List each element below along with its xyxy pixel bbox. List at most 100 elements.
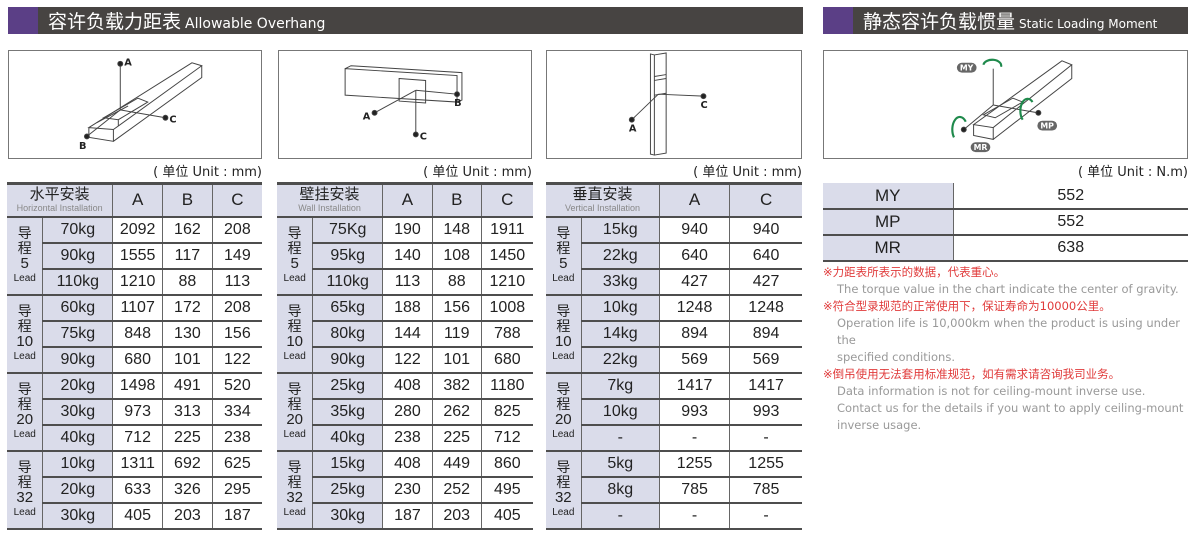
- lead-zh: 导程: [287, 380, 302, 412]
- value-cell: 238: [212, 424, 262, 452]
- value-cell: 1248: [659, 294, 731, 322]
- moment-row-mr: MR 638: [823, 235, 1188, 262]
- value-cell: 113: [382, 268, 433, 296]
- value-cell: 680: [112, 346, 164, 374]
- value-cell: 449: [432, 450, 482, 478]
- lead-value: 32: [16, 488, 34, 506]
- value-cell: 993: [659, 398, 731, 426]
- table-row: 导程 20 Lead 7kg 1417 1417: [546, 372, 802, 452]
- moment-row-mp: MP 552: [823, 209, 1188, 236]
- diagram-static-moment: MY MP MR: [823, 50, 1188, 159]
- column-header-a: A: [112, 182, 164, 218]
- value-cell: 208: [212, 294, 262, 322]
- installation-type-zh: 水平安装: [29, 186, 90, 204]
- svg-text:C: C: [420, 131, 427, 142]
- value-cell: 408: [382, 372, 433, 400]
- value-cell: 295: [212, 476, 262, 504]
- value-cell: 108: [432, 242, 482, 270]
- note-en: Data information is not for ceiling-moun…: [837, 384, 1146, 398]
- value-cell: -: [659, 502, 731, 530]
- value-cell: 262: [432, 398, 482, 426]
- table-row: 30kg 187 203 405: [277, 502, 533, 530]
- table-row: 导程 32 Lead 10kg 1311 692 625: [7, 450, 262, 530]
- load-cell: 90kg: [312, 346, 384, 374]
- installation-type-en: Horizontal Installation: [16, 203, 103, 214]
- lead-zh: 导程: [17, 302, 32, 334]
- note-en: The torque value in the chart indicate t…: [837, 282, 1179, 296]
- load-cell: 15kg: [581, 216, 660, 244]
- value-cell: 203: [432, 502, 482, 530]
- value-cell: 712: [112, 424, 164, 452]
- value-cell: 427: [659, 268, 731, 296]
- value-cell: 190: [382, 216, 433, 244]
- lead-group-label: 导程 32 Lead: [7, 450, 44, 530]
- column-header-b: B: [162, 182, 213, 218]
- load-cell: 70kg: [42, 216, 114, 244]
- table-row: 8kg 785 785: [546, 476, 802, 504]
- value-cell: 1008: [481, 294, 533, 322]
- lead-en: Lead: [13, 506, 36, 518]
- value-cell: 382: [432, 372, 482, 400]
- lead-value: 10: [16, 332, 34, 350]
- column-header-c: C: [729, 182, 802, 218]
- table-row: 110kg 1210 88 113: [7, 268, 262, 296]
- value-cell: 712: [481, 424, 533, 452]
- lead-zh: 导程: [17, 458, 32, 490]
- lead-en: Lead: [283, 272, 306, 284]
- lead-zh: 导程: [556, 302, 571, 334]
- table-row: 导程 10 Lead 65kg 188 156 1008: [277, 294, 533, 374]
- lead-group-label: 导程 5 Lead: [277, 216, 314, 296]
- value-cell: 101: [432, 346, 482, 374]
- value-cell: 940: [659, 216, 731, 244]
- lead-group-label: 导程 10 Lead: [7, 294, 44, 374]
- table-row: 75kg 848 130 156: [7, 320, 262, 348]
- lead-en: Lead: [552, 428, 575, 440]
- value-cell: 230: [382, 476, 433, 504]
- load-cell: 35kg: [312, 398, 384, 426]
- label-b: B: [79, 141, 86, 152]
- value-cell: 130: [162, 320, 213, 348]
- lead-zh: 导程: [17, 380, 32, 412]
- moment-value: 552: [953, 209, 1188, 236]
- column-header-c: C: [481, 182, 533, 218]
- lead-en: Lead: [13, 272, 36, 284]
- value-cell: 1180: [481, 372, 533, 400]
- column-header-a: A: [659, 182, 731, 218]
- value-cell: 172: [162, 294, 213, 322]
- value-cell: 313: [162, 398, 213, 426]
- load-cell: 10kg: [581, 398, 660, 426]
- value-cell: 491: [162, 372, 213, 400]
- header-row: 垂直安装 Vertical Installation A C: [546, 182, 802, 218]
- notes: ※力距表所表示的数据，代表重心。 The torque value in the …: [823, 264, 1200, 434]
- value-cell: 187: [212, 502, 262, 530]
- load-cell: 90kg: [42, 346, 114, 374]
- installation-type-zh: 壁挂安装: [299, 186, 360, 204]
- table-row: 35kg 280 262 825: [277, 398, 533, 426]
- lead-value: 10: [554, 332, 572, 350]
- value-cell: 427: [729, 268, 802, 296]
- lead-en: Lead: [13, 350, 36, 362]
- value-cell: 187: [382, 502, 433, 530]
- table-vertical-installation: 垂直安装 Vertical Installation A C 导程 5 Lead 15kg 94…: [546, 182, 802, 530]
- value-cell: 1248: [729, 294, 802, 322]
- table-row: 33kg 427 427: [546, 268, 802, 296]
- value-cell: 162: [162, 216, 213, 244]
- column-header-c: C: [212, 182, 262, 218]
- load-cell: 40kg: [312, 424, 384, 452]
- table-row: 导程 10 Lead 10kg 1248 1248: [546, 294, 802, 374]
- table-row: 90kg 1555 117 149: [7, 242, 262, 270]
- value-cell: 1107: [112, 294, 164, 322]
- table-row: ---: [546, 502, 802, 530]
- table-row: 10kg 993 993: [546, 398, 802, 426]
- header-row: 水平安装 Horizontal Installation A B C: [7, 182, 262, 218]
- load-cell: 7kg: [581, 372, 660, 400]
- header-title-zh: 容许负载力距表: [48, 11, 182, 33]
- table-row: 导程 20 Lead 25kg 408 382 1180: [277, 372, 533, 452]
- lead-group-label: 导程 20 Lead: [546, 372, 582, 452]
- value-cell: 940: [729, 216, 802, 244]
- value-cell: 569: [729, 346, 802, 374]
- lead-group-label: 导程 20 Lead: [7, 372, 44, 452]
- value-cell: 860: [481, 450, 533, 478]
- table-row: 导程 20 Lead 20kg 1498 491 520: [7, 372, 262, 452]
- value-cell: 156: [212, 320, 262, 348]
